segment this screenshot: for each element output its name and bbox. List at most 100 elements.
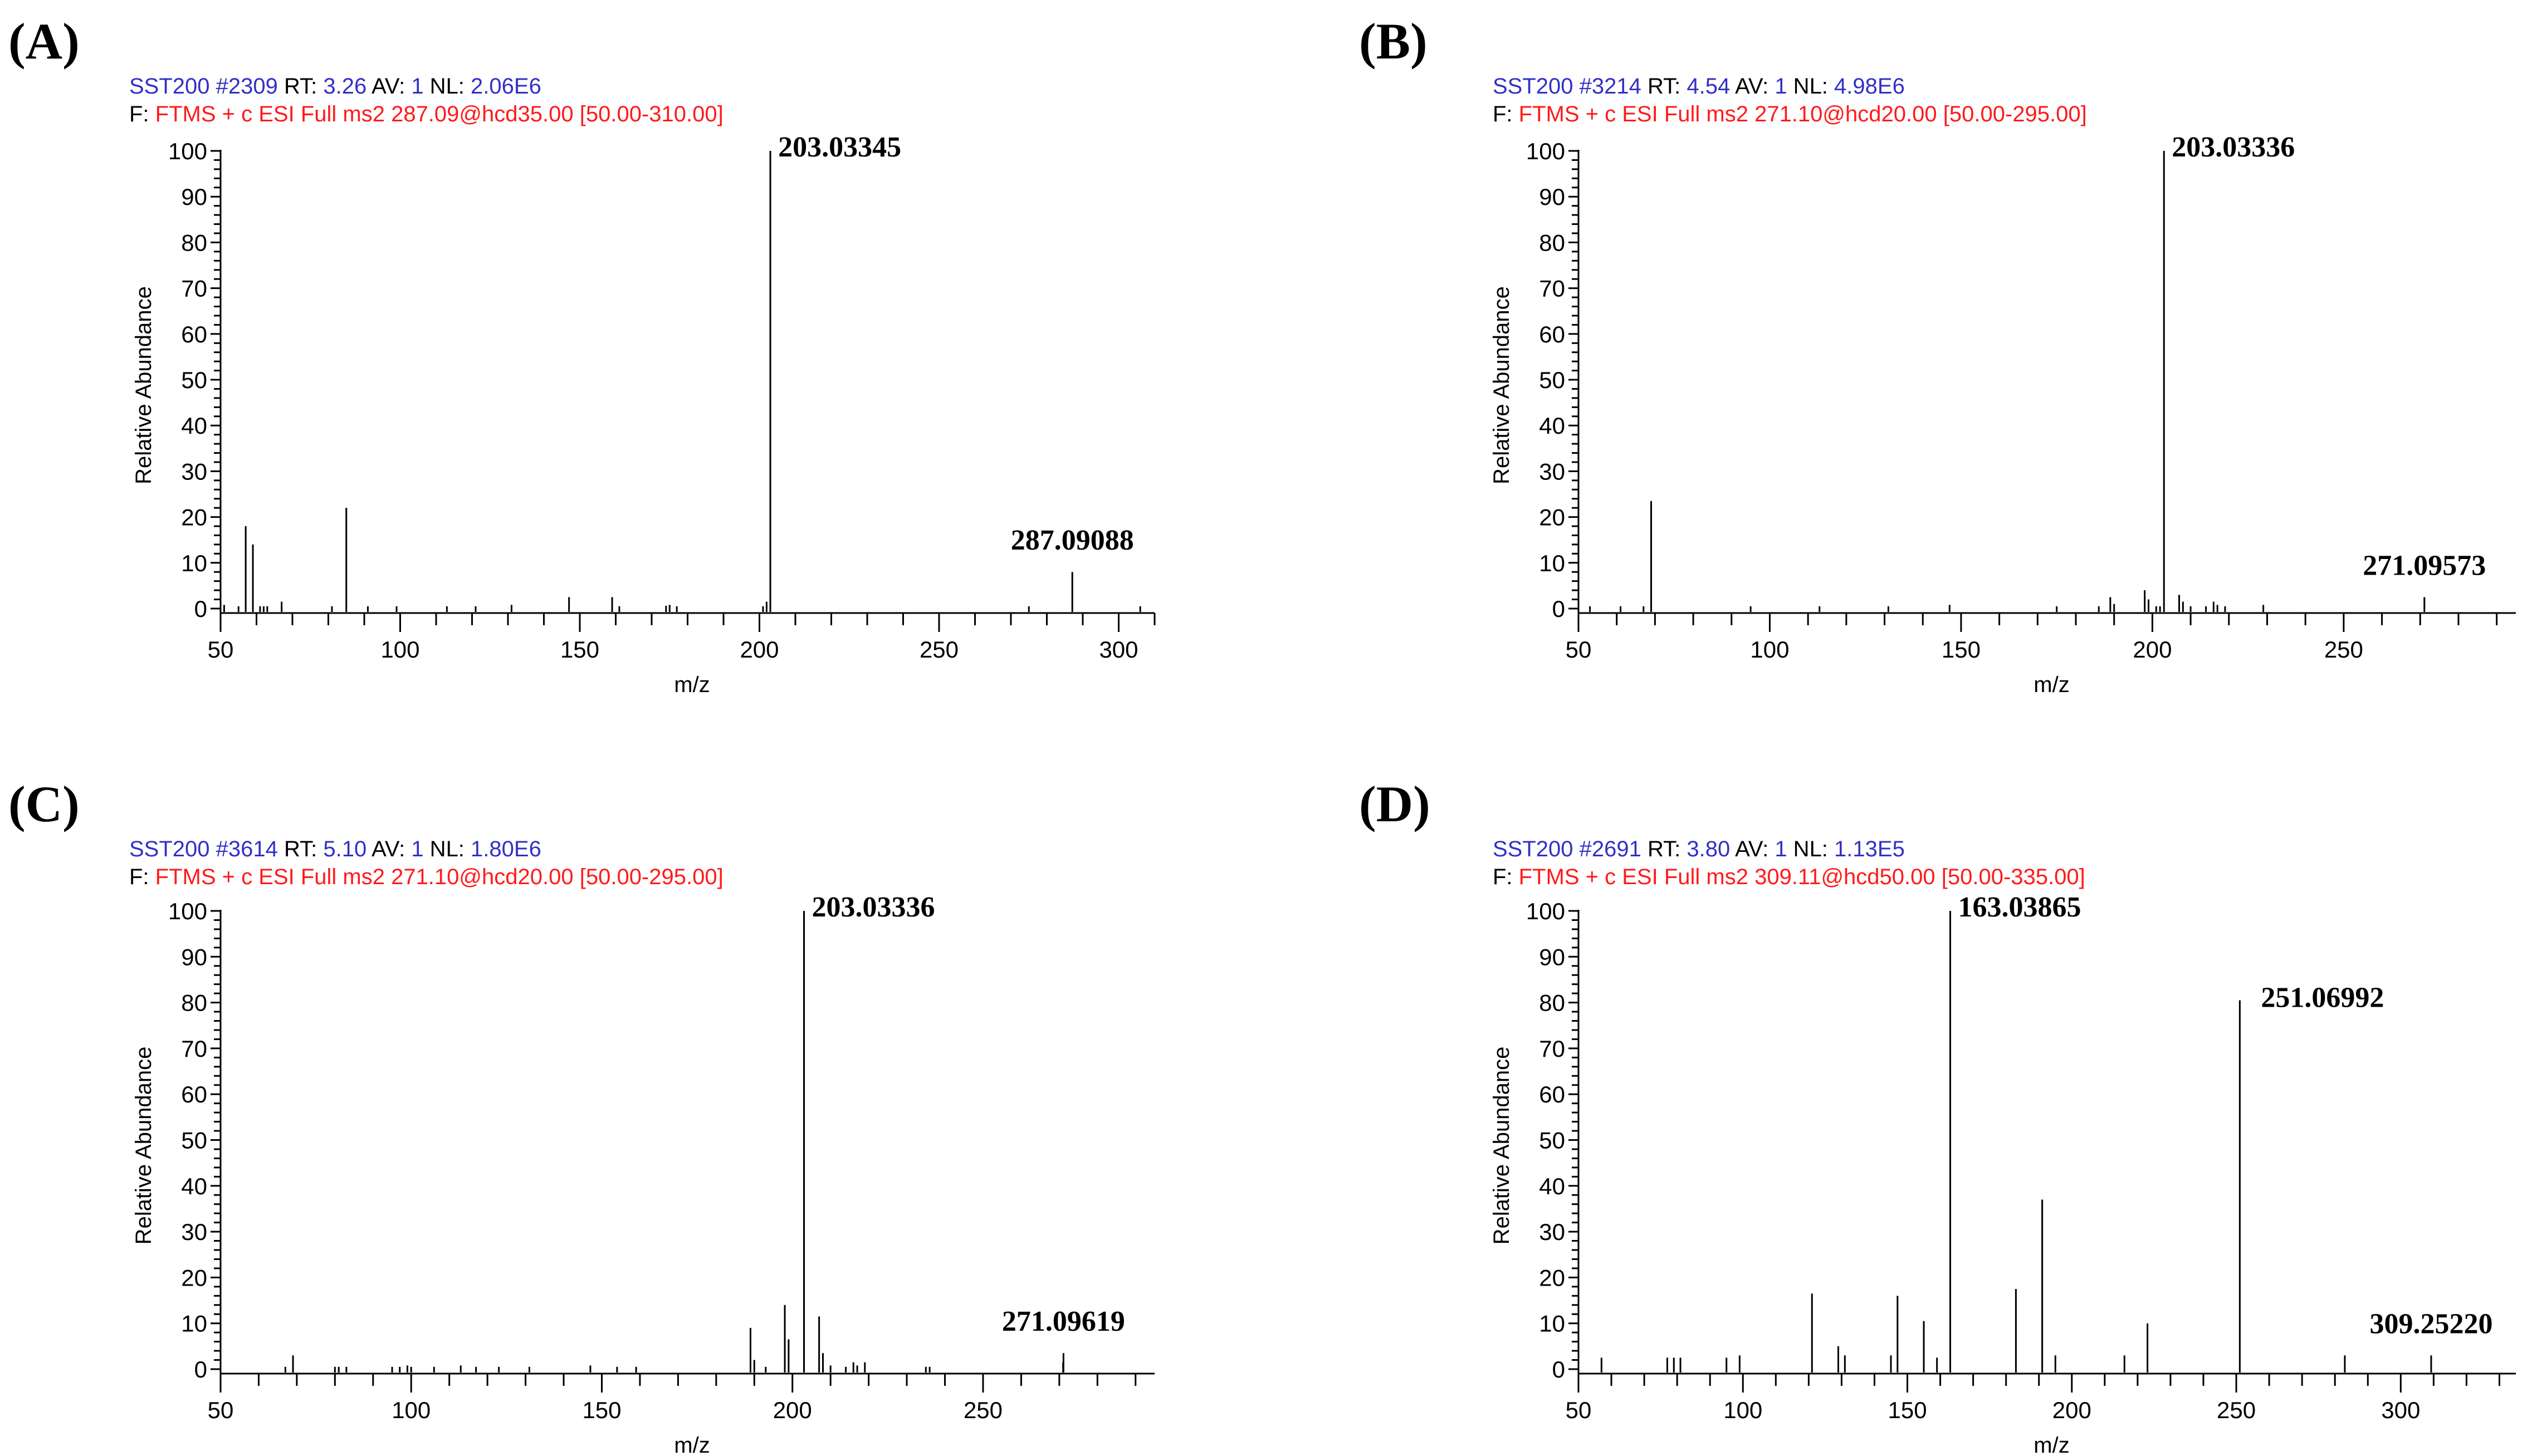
header-av-label: AV: xyxy=(366,74,411,99)
y-tick-label: 60 xyxy=(181,321,207,347)
x-tick-label: 150 xyxy=(560,636,599,663)
peaks xyxy=(1600,911,2432,1372)
header-rt-label: RT: xyxy=(278,837,324,861)
x-tick-label: 300 xyxy=(1099,636,1138,663)
spectrum-panel-b: (B) SST200 #3214 RT: 4.54 AV: 1 NL: 4.98E… xyxy=(1359,13,2516,697)
peak-annotation: 309.25220 xyxy=(2369,1308,2492,1340)
y-axis-title: Relative Abundance xyxy=(131,286,156,484)
axes xyxy=(211,910,1155,1393)
y-tick-label: 100 xyxy=(168,898,207,924)
x-tick-label: 100 xyxy=(1750,636,1789,663)
x-tick-label: 250 xyxy=(2217,1397,2256,1423)
header-rt-label: RT: xyxy=(1641,74,1687,99)
peaks xyxy=(1589,151,2426,612)
filter-header: F: FTMS + c ESI Full ms2 271.10@hcd20.00… xyxy=(1493,102,2087,126)
x-tick-label: 200 xyxy=(773,1397,812,1423)
scan-header: SST200 #2309 RT: 3.26 AV: 1 NL: 2.06E6 xyxy=(129,74,541,99)
panel-letter: (C) xyxy=(8,776,80,832)
y-tick-label: 30 xyxy=(1539,1219,1565,1245)
y-axis-title: Relative Abundance xyxy=(131,1047,156,1245)
peaks xyxy=(284,911,1064,1372)
y-axis-title: Relative Abundance xyxy=(1489,286,1514,484)
header-av: 1 xyxy=(1775,74,1787,99)
y-tick-label: 70 xyxy=(1539,276,1565,302)
header-nl: 1.13E5 xyxy=(1834,837,1905,861)
panel-letter: (D) xyxy=(1359,776,1430,832)
y-tick-label: 10 xyxy=(1539,1311,1565,1337)
y-tick-label: 20 xyxy=(181,1264,207,1291)
y-tick-label: 30 xyxy=(181,1219,207,1245)
y-tick-label: 70 xyxy=(1539,1036,1565,1062)
y-tick-label: 50 xyxy=(1539,1127,1565,1154)
x-tick-label: 150 xyxy=(582,1397,621,1423)
y-tick-label: 60 xyxy=(1539,1081,1565,1107)
peak-annotation: 203.03336 xyxy=(812,891,935,923)
y-tick-label: 50 xyxy=(1539,367,1565,393)
x-axis-title: m/z xyxy=(674,1433,710,1456)
header-nl: 2.06E6 xyxy=(471,74,541,99)
header-rt: 3.26 xyxy=(323,74,366,99)
filter-text: FTMS + c ESI Full ms2 271.10@hcd20.00 [5… xyxy=(155,865,724,889)
filter-text: FTMS + c ESI Full ms2 309.11@hcd50.00 [5… xyxy=(1519,865,2085,889)
x-tick-label: 150 xyxy=(1942,636,1981,663)
peak-annotation: 251.06992 xyxy=(2261,982,2384,1013)
spectrum-panel-d: (D) SST200 #2691 RT: 3.80 AV: 1 NL: 1.13E… xyxy=(1359,776,2516,1456)
header-scan: #2309 xyxy=(216,74,278,99)
axes xyxy=(211,150,1156,632)
header-scan: #3614 xyxy=(216,837,278,861)
y-tick-label: 10 xyxy=(1539,550,1565,576)
header-av: 1 xyxy=(411,74,423,99)
y-tick-label: 80 xyxy=(181,229,207,256)
header-nl-label: NL: xyxy=(424,837,471,861)
filter-header: F: FTMS + c ESI Full ms2 309.11@hcd50.00… xyxy=(1493,865,2085,889)
panel-letter: (A) xyxy=(8,13,80,70)
spectrum-panel-a: (A) SST200 #2309 RT: 3.26 AV: 1 NL: 2.06E… xyxy=(8,13,1156,697)
filter-prefix: F: xyxy=(1493,102,1519,126)
header-scan: #2691 xyxy=(1580,837,1641,861)
filter-header: F: FTMS + c ESI Full ms2 287.09@hcd35.00… xyxy=(129,102,724,126)
x-axis-title: m/z xyxy=(2034,673,2069,697)
y-tick-label: 70 xyxy=(181,276,207,302)
y-tick-label: 90 xyxy=(1539,944,1565,970)
axes xyxy=(1568,910,2516,1393)
x-tick-label: 50 xyxy=(208,636,234,663)
x-axis-title: m/z xyxy=(2034,1433,2069,1456)
x-axis-title: m/z xyxy=(674,673,710,697)
header-sample: SST200 xyxy=(129,74,216,99)
x-tick-label: 200 xyxy=(2133,636,2172,663)
header-av-label: AV: xyxy=(1730,837,1775,861)
header-sample: SST200 xyxy=(1493,837,1580,861)
y-tick-label: 40 xyxy=(181,413,207,439)
y-tick-label: 100 xyxy=(168,138,207,164)
filter-prefix: F: xyxy=(1493,865,1519,889)
x-tick-label: 250 xyxy=(964,1397,1003,1423)
x-tick-label: 200 xyxy=(2052,1397,2091,1423)
peak-annotation: 203.03345 xyxy=(778,131,901,163)
x-tick-label: 300 xyxy=(2381,1397,2420,1423)
y-tick-label: 0 xyxy=(1552,596,1565,622)
y-tick-label: 10 xyxy=(181,550,207,576)
y-tick-label: 0 xyxy=(194,596,207,622)
y-tick-label: 30 xyxy=(181,458,207,484)
panel-letter: (B) xyxy=(1359,13,1428,70)
header-sample: SST200 xyxy=(129,837,216,861)
y-tick-label: 50 xyxy=(181,1127,207,1154)
header-nl: 4.98E6 xyxy=(1834,74,1905,99)
x-tick-label: 200 xyxy=(740,636,779,663)
header-scan: #3214 xyxy=(1580,74,1641,99)
y-tick-label: 50 xyxy=(181,367,207,393)
y-tick-label: 90 xyxy=(1539,184,1565,210)
peak-annotation: 271.09573 xyxy=(2363,550,2486,581)
y-tick-label: 60 xyxy=(181,1081,207,1107)
y-tick-label: 70 xyxy=(181,1036,207,1062)
x-tick-label: 50 xyxy=(208,1397,234,1423)
filter-prefix: F: xyxy=(129,102,155,126)
y-tick-label: 40 xyxy=(181,1173,207,1199)
y-tick-label: 80 xyxy=(181,990,207,1016)
spectrum-panel-c: (C) SST200 #3614 RT: 5.10 AV: 1 NL: 1.80E… xyxy=(8,776,1155,1456)
scan-header: SST200 #3614 RT: 5.10 AV: 1 NL: 1.80E6 xyxy=(129,837,541,861)
y-tick-label: 40 xyxy=(1539,1173,1565,1199)
peak-annotation: 287.09088 xyxy=(1011,524,1134,556)
y-tick-label: 20 xyxy=(1539,504,1565,531)
